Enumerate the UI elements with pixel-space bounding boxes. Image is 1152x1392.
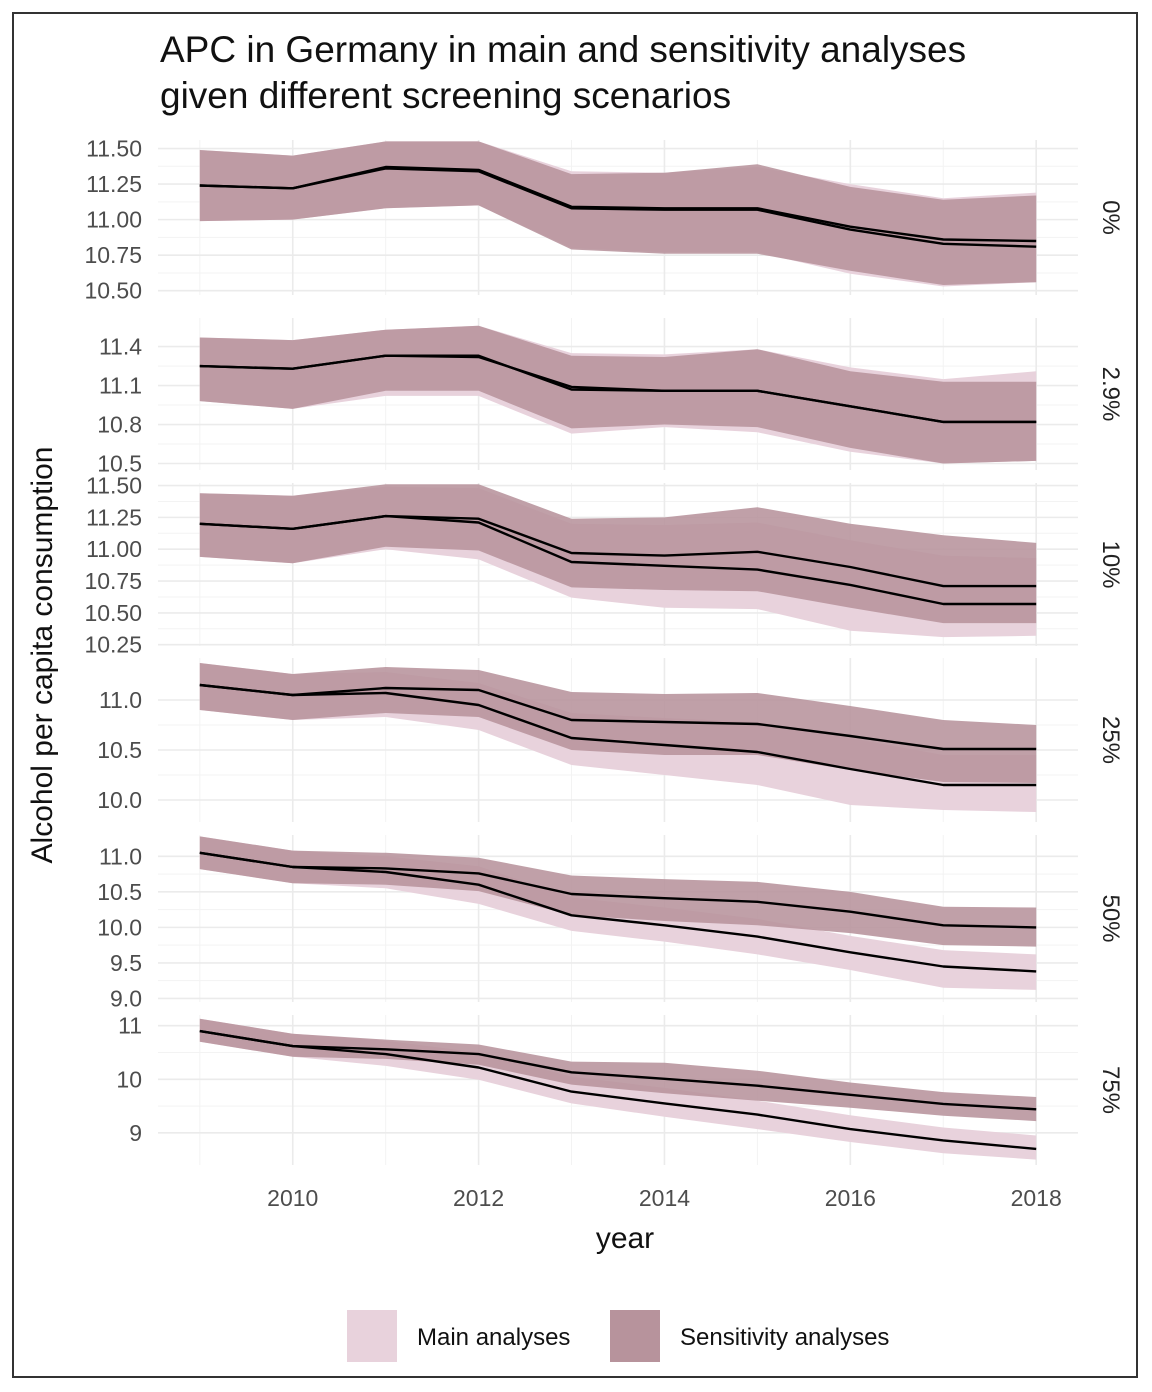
y-tick-label: 11.00 (86, 207, 142, 233)
chart-title-line-2: given different screening scenarios (160, 75, 731, 116)
y-tick-label: 10.0 (97, 914, 142, 940)
line-sensitivity (199, 514, 1037, 588)
panel-5: 9 10 11 75% (116, 1013, 1124, 1165)
y-tick-label: 10.5 (97, 737, 142, 763)
y-tick-label: 11.50 (86, 473, 142, 499)
legend-key-sensitivity (610, 1310, 660, 1362)
y-tick-label: 9.5 (110, 950, 142, 976)
x-axis-title: year (596, 1222, 654, 1255)
line-main (199, 1029, 1037, 1151)
y-tick-label: 11.0 (99, 687, 142, 713)
strip-label: 2.9% (1097, 367, 1124, 422)
strip-label: 25% (1097, 716, 1124, 764)
y-axis-title: Alcohol per capita consumption (26, 447, 59, 864)
legend-label-sensitivity: Sensitivity analyses (680, 1324, 889, 1351)
line-sensitivity (199, 167, 1037, 248)
y-tick-label: 10.75 (84, 242, 142, 268)
legend-key-main (347, 1310, 397, 1362)
panel-4: 9.0 9.5 10.0 10.5 11.0 50% (97, 835, 1124, 1011)
x-tick-label: 2016 (825, 1185, 876, 1211)
ribbon-sensitivity (199, 1018, 1037, 1122)
y-tick-label: 11.00 (86, 536, 142, 562)
y-tick-label: 10.0 (97, 787, 142, 813)
x-tick-label: 2012 (453, 1185, 504, 1211)
y-tick-label: 11.25 (86, 171, 142, 197)
strip-label: 50% (1097, 894, 1124, 942)
x-tick-label: 2014 (639, 1185, 690, 1211)
y-tick-label: 10.50 (84, 278, 142, 304)
legend-label-main: Main analyses (417, 1324, 570, 1351)
y-tick-label: 10.25 (84, 632, 142, 658)
ribbon-sensitivity (199, 836, 1037, 947)
line-sensitivity (199, 851, 1037, 929)
x-axis: 2010 2012 2014 2016 2018 (267, 1185, 1062, 1211)
y-tick-label: 11.25 (86, 504, 142, 530)
y-tick-label: 11.1 (99, 373, 142, 399)
y-tick-label: 10.8 (97, 412, 142, 438)
y-tick-label: 10.5 (97, 879, 142, 905)
x-tick-label: 2018 (1011, 1185, 1062, 1211)
strip-label: 75% (1097, 1066, 1124, 1114)
y-tick-label: 9.0 (110, 985, 142, 1011)
strip-label: 10% (1097, 540, 1124, 588)
y-tick-label: 10.50 (84, 600, 142, 626)
panel-0: 10.50 10.75 11.00 11.25 11.50 0% (84, 136, 1124, 304)
y-tick-label: 11.0 (99, 843, 142, 869)
line-main (199, 683, 1037, 787)
y-tick-label: 11 (118, 1013, 142, 1039)
y-tick-label: 10.5 (97, 451, 142, 477)
panel-1: 10.5 10.8 11.1 11.4 2.9% (97, 318, 1124, 477)
chart-title-line-1: APC in Germany in main and sensitivity a… (160, 29, 966, 70)
panel-2: 10.25 10.50 10.75 11.00 11.25 11.50 10% (84, 473, 1124, 658)
line-sensitivity (199, 1029, 1037, 1111)
line-sensitivity (199, 683, 1037, 751)
y-tick-label: 11.4 (99, 334, 142, 360)
y-tick-label: 10.75 (84, 568, 142, 594)
legend: Main analyses Sensitivity analyses (347, 1310, 889, 1362)
ribbon-sensitivity (199, 325, 1037, 464)
line-sensitivity (199, 354, 1037, 424)
x-tick-label: 2010 (267, 1185, 318, 1211)
panel-3: 10.0 10.5 11.0 25% (97, 658, 1124, 822)
line-main (199, 851, 1037, 973)
strip-label: 0% (1097, 200, 1124, 235)
y-tick-label: 9 (129, 1120, 142, 1146)
y-tick-label: 10 (116, 1066, 142, 1092)
ribbon-sensitivity (199, 141, 1037, 285)
facet-panels: 10.5010.7511.0011.2511.500%10.510.811.11… (84, 136, 1124, 1165)
ribbon-sensitivity (199, 663, 1037, 783)
y-tick-label: 11.50 (86, 136, 142, 162)
